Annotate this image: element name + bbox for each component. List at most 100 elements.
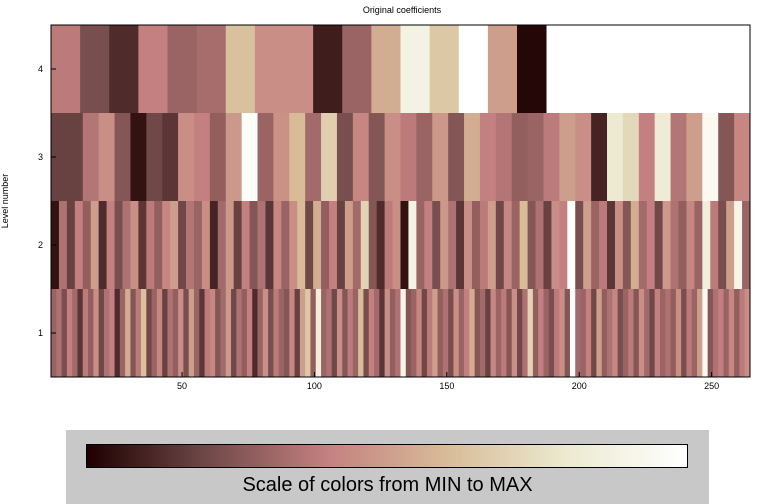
heatmap-cell	[151, 289, 158, 377]
heatmap-cell	[519, 201, 528, 289]
heatmap-cell	[376, 201, 386, 289]
heatmap-cell	[490, 289, 497, 377]
heatmap-cell	[392, 201, 401, 289]
heatmap-cell	[456, 201, 465, 289]
heatmap-cell	[487, 201, 497, 289]
heatmap-cell	[448, 113, 465, 201]
heatmap-cell	[82, 113, 100, 201]
heatmap-cell	[130, 113, 147, 201]
heatmap-cell	[479, 201, 489, 289]
heatmap-cell	[506, 289, 513, 377]
heatmap-cell	[172, 289, 179, 377]
heatmap-cell	[458, 25, 489, 113]
heatmap-cell	[284, 25, 314, 113]
heatmap-cell	[154, 201, 163, 289]
heatmap-cell	[585, 289, 592, 377]
heatmap-cell	[429, 25, 460, 113]
heatmap-cell	[315, 289, 322, 377]
heatmap-cell	[495, 289, 502, 377]
heatmap-cell	[178, 201, 187, 289]
heatmap-cell	[675, 289, 682, 377]
heatmap-cell	[527, 289, 534, 377]
heatmap-cell	[66, 289, 73, 377]
heatmap-cell	[77, 289, 84, 377]
heatmap-cell	[575, 201, 584, 289]
x-tick-label: 100	[307, 381, 322, 391]
heatmap-cell	[74, 201, 84, 289]
heatmap-cell	[360, 201, 370, 289]
heatmap-cell	[654, 289, 661, 377]
heatmap-cell	[56, 289, 62, 377]
heatmap-cell	[98, 201, 107, 289]
heatmap-cell	[551, 201, 560, 289]
y-tick-label: 3	[38, 152, 43, 162]
heatmap-cell	[591, 201, 600, 289]
heatmap-cell	[487, 25, 518, 113]
y-axis-ticks: 1 2 3 4	[38, 64, 56, 338]
heatmap-cell	[469, 289, 476, 377]
heatmap-cell	[58, 201, 68, 289]
heatmap-cell	[233, 201, 243, 289]
heatmap-cell	[344, 201, 354, 289]
heatmap-cell	[109, 289, 115, 377]
heatmap-cell	[183, 289, 190, 377]
heatmap-cell	[479, 289, 486, 377]
heatmap-cell	[564, 289, 571, 377]
heatmap-cell	[718, 289, 724, 377]
heatmap-cell	[442, 289, 449, 377]
heatmap-cell	[448, 289, 454, 377]
heatmap-cell	[599, 201, 608, 289]
heatmap-cell	[389, 289, 396, 377]
heatmap-cell	[535, 201, 544, 289]
heatmap-cell	[501, 289, 507, 377]
heatmap-cell	[225, 25, 256, 113]
heatmap-cell	[138, 201, 147, 289]
heatmap-cell	[416, 289, 423, 377]
heatmap-cell	[51, 113, 68, 201]
heatmap-cell	[297, 201, 306, 289]
heatmap-cell	[305, 201, 314, 289]
heatmap-cell	[93, 289, 100, 377]
heatmap-cell	[321, 289, 327, 377]
heatmap-cell	[162, 289, 168, 377]
heatmap-cell	[82, 289, 89, 377]
heatmap-cell	[114, 289, 121, 377]
heatmap-cell	[548, 289, 555, 377]
heatmap-cell	[257, 113, 274, 201]
heatmap-cell	[654, 113, 671, 201]
heatmap-cell	[167, 25, 198, 113]
heatmap-cell	[522, 289, 528, 377]
heatmap-cell	[265, 201, 274, 289]
heatmap-cell	[432, 113, 449, 201]
heatmap-cell	[702, 201, 711, 289]
heatmap-cell	[583, 201, 592, 289]
heatmap-cell	[628, 289, 634, 377]
heatmap-cell	[662, 201, 671, 289]
heatmap-cell	[289, 289, 295, 377]
heatmap-cell	[241, 113, 258, 201]
heatmap-cell	[268, 289, 274, 377]
y-tick-label: 4	[38, 64, 43, 74]
heatmap-cell	[209, 289, 216, 377]
heatmap-cell	[495, 113, 513, 201]
heatmap-cell	[236, 289, 243, 377]
heatmap-cell	[305, 289, 311, 377]
heatmap-cell	[72, 289, 78, 377]
heatmap-cell	[342, 289, 348, 377]
heatmap-cell	[262, 289, 269, 377]
heatmap-cell	[321, 201, 330, 289]
heatmap-cell	[569, 289, 576, 377]
heatmap-cell	[196, 25, 227, 113]
heatmap-cell	[204, 289, 211, 377]
heatmap-cell	[432, 201, 441, 289]
heatmap-cell	[559, 289, 566, 377]
heatmap-cell	[630, 201, 640, 289]
heatmap-cell	[411, 289, 417, 377]
heatmap-cell	[697, 289, 703, 377]
heatmap-cell	[61, 289, 68, 377]
heatmap-cell	[400, 201, 409, 289]
heatmap-cell	[82, 201, 92, 289]
heatmap-cell	[254, 25, 285, 113]
heatmap-cell	[742, 201, 751, 289]
